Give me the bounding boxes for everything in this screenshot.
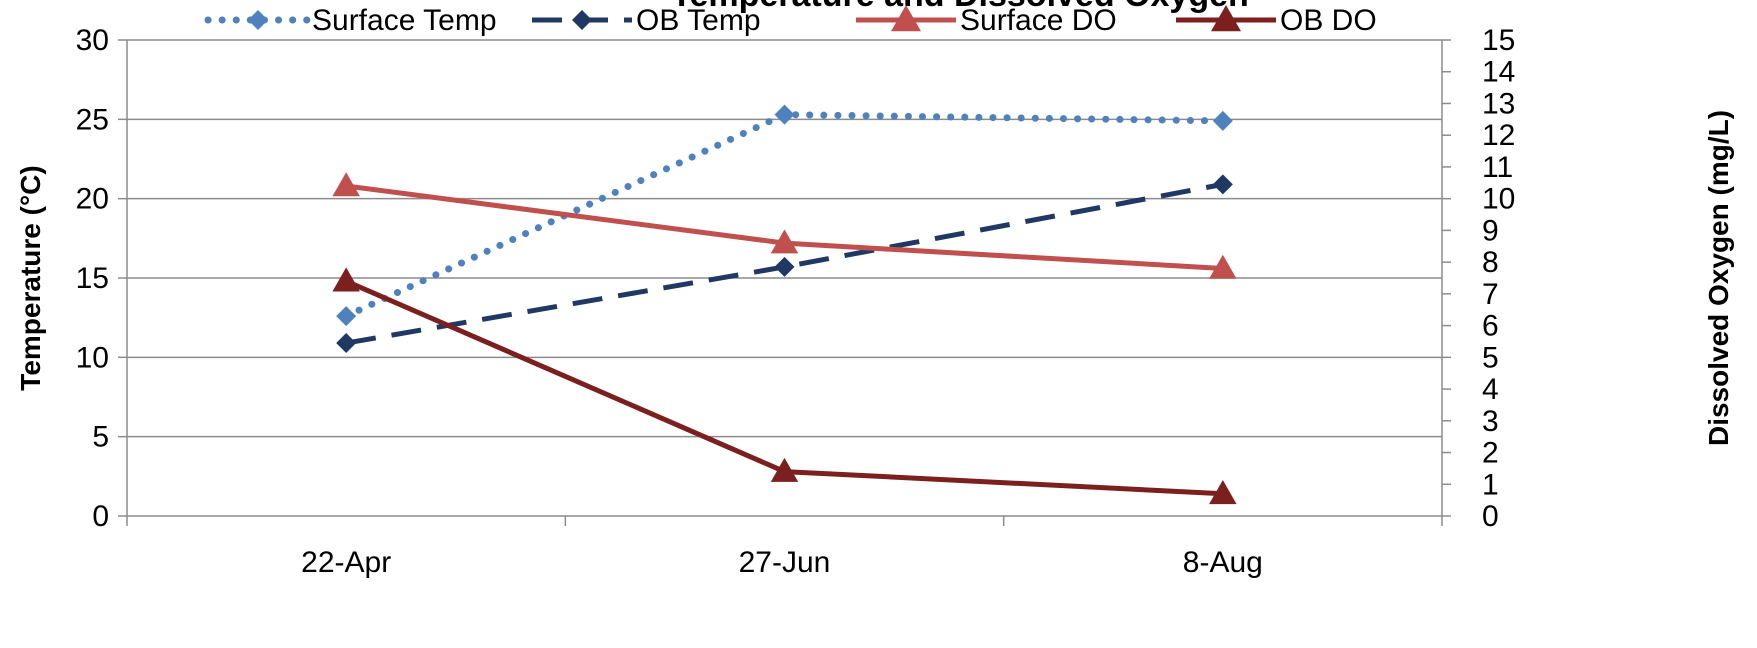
legend-label: Surface Temp bbox=[312, 4, 497, 37]
y2-tick-label: 2 bbox=[1482, 437, 1499, 470]
data-point bbox=[1209, 480, 1237, 505]
data-point bbox=[891, 5, 921, 32]
data-point bbox=[248, 10, 268, 30]
y2-tick-label: 11 bbox=[1482, 151, 1513, 184]
data-point bbox=[1211, 5, 1241, 32]
data-point bbox=[572, 10, 592, 30]
y2-tick-label: 7 bbox=[1482, 278, 1499, 311]
y2-tick-label: 13 bbox=[1482, 87, 1515, 120]
x-tick-label: 8-Aug bbox=[1183, 546, 1263, 579]
y2-tick-label: 6 bbox=[1482, 310, 1499, 343]
y-tick-label: 5 bbox=[92, 421, 109, 454]
y-tick-label: 20 bbox=[76, 183, 109, 216]
data-point bbox=[336, 333, 357, 354]
data-point bbox=[774, 104, 795, 125]
series-line bbox=[345, 181, 1224, 346]
y2-tick-label: 8 bbox=[1482, 246, 1499, 279]
y2-axis-title: Dissolved Oxygen (mg/L) bbox=[1703, 110, 1734, 446]
axes: 051015202530012345678910111213141522-Apr… bbox=[76, 24, 1516, 579]
data-point bbox=[1212, 110, 1233, 131]
x-tick-label: 27-Jun bbox=[739, 546, 831, 579]
y-axis-title: Temperature (°C) bbox=[15, 165, 46, 390]
y2-tick-label: 9 bbox=[1482, 214, 1499, 247]
data-point bbox=[770, 229, 799, 254]
series-lines bbox=[332, 104, 1237, 505]
data-point bbox=[1209, 254, 1237, 279]
y2-tick-label: 4 bbox=[1482, 373, 1499, 406]
data-point bbox=[336, 306, 357, 327]
y2-tick-label: 3 bbox=[1482, 405, 1499, 438]
y-tick-label: 15 bbox=[76, 262, 109, 295]
legend-label: OB Temp bbox=[636, 4, 761, 37]
y2-tick-label: 1 bbox=[1482, 468, 1499, 501]
data-point bbox=[774, 256, 795, 277]
y-tick-label: 30 bbox=[76, 24, 109, 57]
y2-tick-label: 12 bbox=[1482, 119, 1515, 152]
y2-tick-label: 0 bbox=[1482, 500, 1499, 533]
y2-tick-label: 15 bbox=[1482, 24, 1515, 57]
y2-tick-label: 5 bbox=[1482, 341, 1499, 374]
y-tick-label: 25 bbox=[76, 103, 109, 136]
data-point bbox=[1212, 174, 1233, 195]
data-point bbox=[770, 457, 799, 482]
y-tick-label: 10 bbox=[76, 341, 109, 374]
series-line bbox=[342, 111, 1227, 320]
y-tick-label: 0 bbox=[92, 500, 109, 533]
data-point bbox=[332, 267, 360, 292]
legend-label: Surface DO bbox=[960, 4, 1117, 37]
legend: Surface Temp OB Temp Surface DO OB DO bbox=[204, 4, 1377, 37]
legend-label: OB DO bbox=[1280, 4, 1377, 37]
data-point bbox=[332, 172, 360, 197]
chart-title: Temperature and Dissolved Oxygen bbox=[671, 0, 1249, 14]
y2-tick-label: 14 bbox=[1482, 56, 1515, 89]
y2-tick-label: 10 bbox=[1482, 183, 1515, 216]
x-tick-label: 22-Apr bbox=[301, 546, 391, 579]
